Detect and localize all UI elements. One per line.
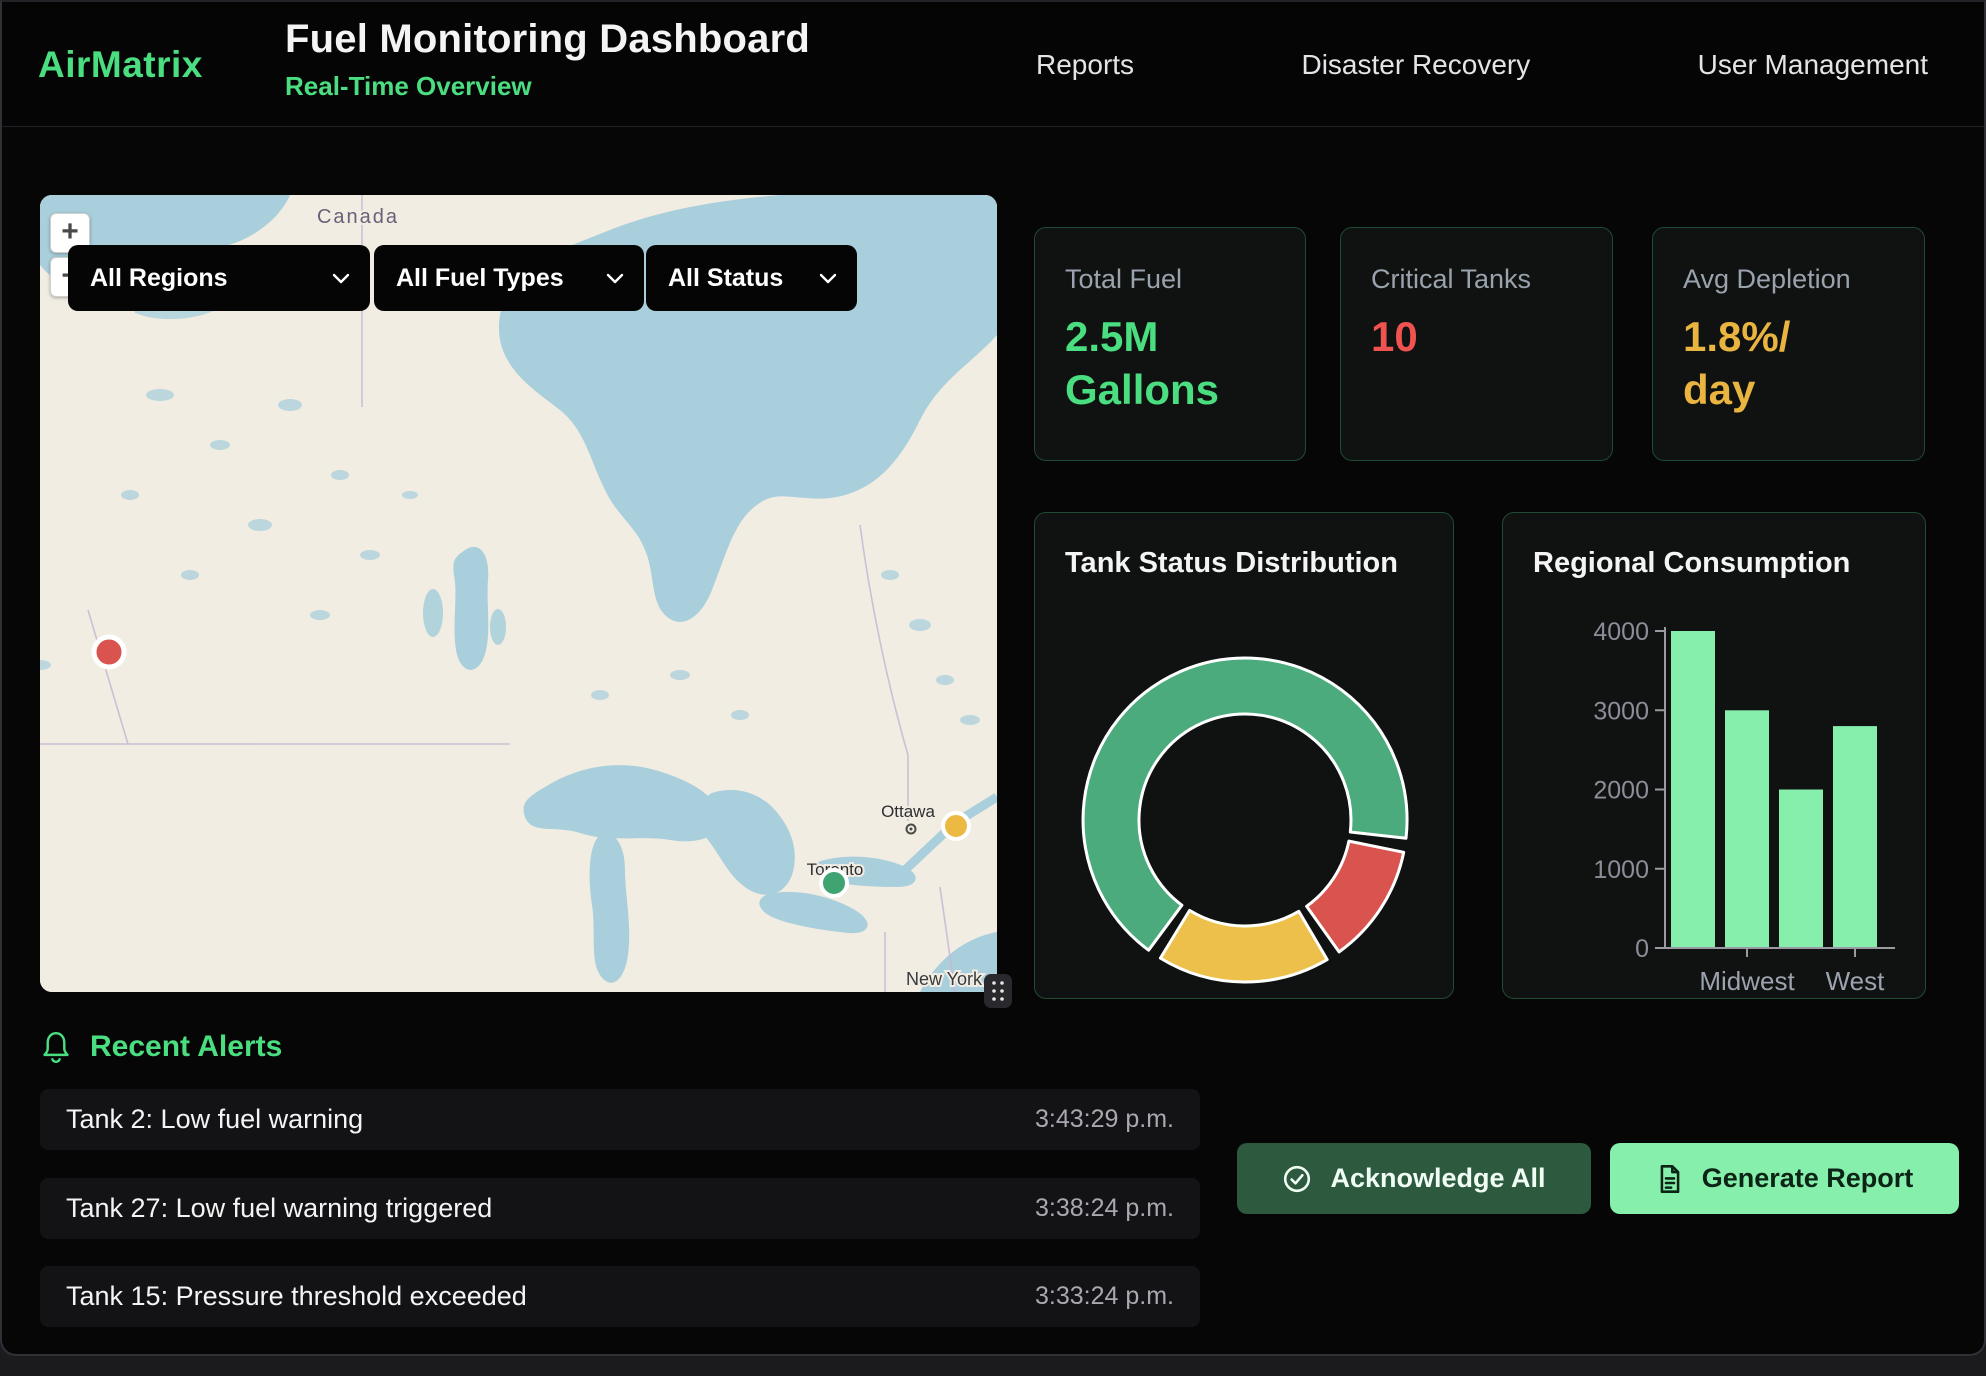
alert-row[interactable]: Tank 27: Low fuel warning triggered 3:38… — [40, 1178, 1200, 1239]
stat-label: Total Fuel — [1065, 264, 1275, 295]
donut-svg — [1035, 513, 1455, 1000]
nav-item-disaster-recovery[interactable]: Disaster Recovery — [1301, 49, 1530, 81]
panel-resize-handle[interactable] — [984, 974, 1012, 1008]
stat-card-avg-depletion: Avg Depletion 1.8%/day — [1652, 227, 1925, 461]
recent-alerts-heading: Recent Alerts — [40, 1030, 282, 1064]
svg-text:3000: 3000 — [1593, 697, 1649, 725]
bar-3[interactable] — [1833, 726, 1877, 948]
tank-map[interactable]: Canada Ottawa Toronto New York − + All R… — [40, 195, 997, 992]
svg-text:2000: 2000 — [1593, 777, 1649, 805]
alert-message: Tank 27: Low fuel warning triggered — [66, 1193, 492, 1224]
tank-marker-warning[interactable] — [943, 813, 969, 839]
stat-value: 1.8%/day — [1683, 311, 1894, 417]
region-filter-select[interactable]: All Regions — [68, 245, 370, 311]
recent-alerts-title: Recent Alerts — [90, 1030, 282, 1064]
tank-marker-ok[interactable] — [821, 870, 847, 896]
stat-label: Critical Tanks — [1371, 264, 1582, 295]
map-lake-michigan — [590, 834, 630, 983]
map-canvas[interactable]: Canada Ottawa Toronto New York — [40, 195, 997, 992]
bar-0[interactable] — [1671, 631, 1715, 948]
bar-1[interactable] — [1725, 710, 1769, 948]
stat-value: 10 — [1371, 311, 1582, 364]
svg-text:West: West — [1826, 966, 1886, 996]
brand-logo: AirMatrix — [38, 2, 203, 127]
app-window: AirMatrix Fuel Monitoring Dashboard Real… — [0, 0, 1986, 1356]
stat-label: Avg Depletion — [1683, 264, 1894, 295]
nav-item-user-management[interactable]: User Management — [1698, 49, 1928, 81]
svg-text:4000: 4000 — [1593, 618, 1649, 646]
fuel-monitoring-dashboard: AirMatrix Fuel Monitoring Dashboard Real… — [0, 0, 1986, 1376]
alert-time: 3:43:29 p.m. — [1035, 1105, 1174, 1134]
alert-message: Tank 15: Pressure threshold exceeded — [66, 1281, 527, 1312]
map-label-canada: Canada — [317, 206, 399, 228]
tank-marker-critical[interactable] — [94, 637, 124, 667]
report-document-icon — [1656, 1164, 1684, 1194]
regional-consumption-card: Regional Consumption 01000200030004000Mi… — [1502, 512, 1926, 999]
chevron-down-icon — [819, 272, 837, 284]
bell-icon — [40, 1030, 72, 1064]
tank-status-distribution-card: Tank Status Distribution — [1034, 512, 1454, 999]
svg-text:0: 0 — [1635, 935, 1649, 963]
map-label-ottawa: Ottawa — [881, 802, 935, 821]
stat-card-total-fuel: Total Fuel 2.5MGallons — [1034, 227, 1306, 461]
nav-item-reports[interactable]: Reports — [1036, 49, 1134, 81]
page-title-block: Fuel Monitoring Dashboard Real-Time Over… — [285, 17, 810, 102]
bar-svg: 0 1000 2000 3000 4000 Midwest West — [1503, 513, 1927, 1000]
svg-text:1000: 1000 — [1593, 856, 1649, 884]
alert-row[interactable]: Tank 15: Pressure threshold exceeded 3:3… — [40, 1266, 1200, 1327]
alert-time: 3:38:24 p.m. — [1035, 1194, 1174, 1223]
region-filter-value: All Regions — [90, 264, 228, 293]
status-filter-select[interactable]: All Status — [646, 245, 857, 311]
fuel-type-filter-value: All Fuel Types — [396, 264, 564, 293]
svg-text:Midwest: Midwest — [1699, 966, 1795, 996]
stat-card-critical-tanks: Critical Tanks 10 — [1340, 227, 1613, 461]
map-lake — [490, 609, 506, 645]
map-lake — [423, 589, 443, 637]
status-filter-value: All Status — [668, 264, 783, 293]
drag-dots-icon — [990, 979, 1006, 1003]
map-town-dot — [910, 828, 913, 831]
chevron-down-icon — [606, 272, 624, 284]
bar-2[interactable] — [1779, 790, 1823, 949]
alert-message: Tank 2: Low fuel warning — [66, 1104, 363, 1135]
alert-time: 3:33:24 p.m. — [1035, 1282, 1174, 1311]
acknowledge-all-button[interactable]: Acknowledge All — [1237, 1143, 1591, 1214]
map-lake-winnipeg — [453, 547, 488, 670]
fuel-type-filter-select[interactable]: All Fuel Types — [374, 245, 644, 311]
map-label-new-york: New York — [906, 969, 983, 989]
stat-value: 2.5MGallons — [1065, 311, 1275, 417]
chevron-down-icon — [332, 272, 350, 284]
page-subtitle: Real-Time Overview — [285, 71, 810, 102]
header: AirMatrix Fuel Monitoring Dashboard Real… — [2, 2, 1984, 127]
main-nav: Reports Disaster Recovery User Managemen… — [1036, 2, 1928, 127]
alert-row[interactable]: Tank 2: Low fuel warning 3:43:29 p.m. — [40, 1089, 1200, 1150]
donut-segment-critical[interactable] — [1307, 841, 1404, 952]
donut-segment-warning[interactable] — [1160, 910, 1327, 982]
generate-report-label: Generate Report — [1702, 1163, 1914, 1194]
generate-report-button[interactable]: Generate Report — [1610, 1143, 1959, 1214]
acknowledge-all-label: Acknowledge All — [1330, 1163, 1545, 1194]
check-circle-icon — [1282, 1164, 1312, 1194]
page-title: Fuel Monitoring Dashboard — [285, 17, 810, 62]
